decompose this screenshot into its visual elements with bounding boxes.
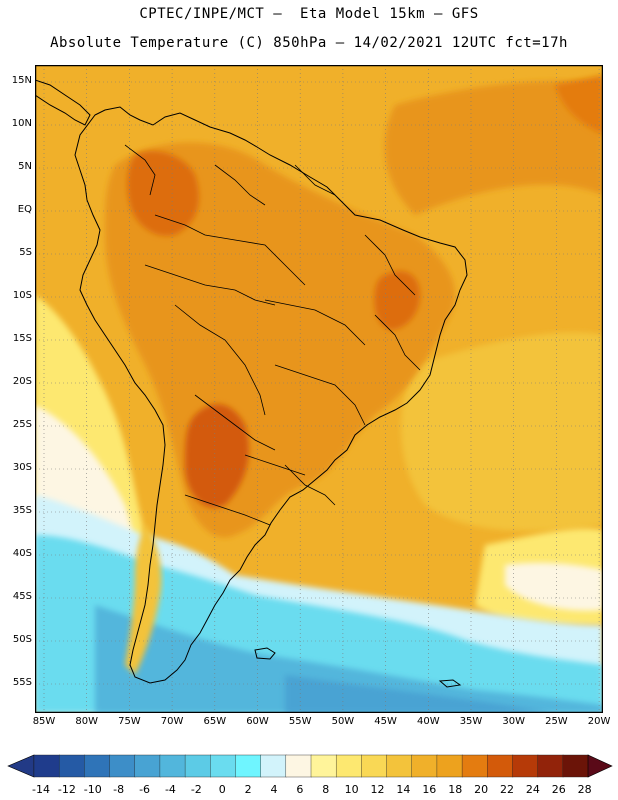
south-america-coast (74, 106, 468, 684)
lon-label: 20W (587, 716, 611, 727)
colorbar-tick-label: 4 (270, 783, 278, 796)
colorbar-left-arrow (7, 754, 35, 778)
colorbar-tick-label: -10 (83, 783, 102, 796)
colorbar-tick-label: 16 (422, 783, 437, 796)
lon-label: 30W (502, 716, 525, 727)
lat-label: 55S (12, 677, 32, 688)
field-pale-east (401, 332, 603, 531)
colorbar-swatch (487, 754, 514, 778)
colorbar-swatch (537, 754, 564, 778)
lon-label: 55W (288, 716, 312, 727)
colorbar-swatch (361, 754, 388, 778)
map-grid (35, 65, 603, 713)
field-cream-east (505, 562, 603, 611)
country-borders (124, 144, 421, 526)
colorbar-tick-label: 18 (448, 783, 463, 796)
colorbar-tick-label: 26 (551, 783, 566, 796)
colorbar-tick-label: -4 (164, 783, 176, 796)
lat-label: 10N (11, 118, 32, 129)
field-cold-south-blue (95, 605, 603, 713)
colorbar-swatch (58, 754, 86, 778)
lat-label: 25S (12, 419, 32, 430)
lat-label: 30S (12, 462, 32, 473)
colorbar-swatch (512, 754, 539, 778)
lat-label: EQ (17, 204, 32, 215)
colorbar-swatch (184, 754, 211, 778)
colorbar-swatch (386, 754, 413, 778)
colorbar-swatch (235, 754, 262, 778)
colorbar-tick-label: 24 (525, 783, 540, 796)
colorbar-swatch (210, 754, 237, 778)
colorbar-tick-label: 20 (474, 783, 489, 796)
lat-label: 5N (18, 161, 32, 172)
colorbar-swatch (134, 754, 161, 778)
lat-label: 35S (12, 505, 32, 516)
colorbar-tick-label: -14 (32, 783, 50, 796)
colorbar-swatch (84, 754, 111, 778)
lon-label: 65W (203, 716, 227, 727)
lon-label: 85W (32, 716, 56, 727)
falkland-islands (254, 647, 276, 660)
colorbar-swatch (159, 754, 186, 778)
colorbar-tick-label: 10 (344, 783, 359, 796)
colorbar-tick-label: -2 (190, 783, 202, 796)
field-land-andes-cool (125, 525, 162, 675)
colorbar-tick-label: 14 (396, 783, 411, 796)
colorbar-tick-label: -12 (57, 783, 76, 796)
lon-label: 70W (160, 716, 184, 727)
colorbar-right-arrow (587, 754, 613, 778)
field-warm-band-north (384, 81, 603, 215)
colorbar-tick-label: -8 (113, 783, 125, 796)
colorbar-tick-label: 8 (322, 783, 330, 796)
colorbar-swatch (436, 754, 463, 778)
lat-label: 15N (11, 75, 32, 86)
lon-label: 35W (459, 716, 483, 727)
colorbar (7, 754, 613, 778)
lon-label: 50W (331, 716, 355, 727)
title-line-1: CPTEC/INPE/MCT – Eta Model 15km – GFS (139, 6, 479, 22)
colorbar-swatch (109, 754, 136, 778)
colorbar-swatch (310, 754, 337, 778)
lat-label: 15S (12, 333, 32, 344)
colorbar-swatch (411, 754, 438, 778)
field-land-hot (185, 404, 249, 508)
temperature-map (35, 65, 603, 713)
lon-label: 45W (374, 716, 397, 727)
lon-label: 80W (75, 716, 98, 727)
colorbar-tick-label: 0 (218, 783, 226, 796)
colorbar-tick-label: 6 (296, 783, 304, 796)
lon-label: 60W (246, 716, 269, 727)
lon-label: 40W (416, 716, 440, 727)
lat-label: 10S (12, 290, 32, 301)
lat-label: 50S (12, 634, 32, 645)
lon-label: 75W (118, 716, 141, 727)
colorbar-tick-label: 28 (577, 783, 592, 796)
colorbar-tick-label: -6 (139, 783, 151, 796)
map-frame (35, 65, 603, 713)
field-hot-northeast (555, 75, 603, 135)
lat-label: 40S (12, 548, 32, 559)
colorbar-tick-label: 22 (499, 783, 514, 796)
colorbar-tick-label: 2 (244, 783, 252, 796)
lon-label: 25W (545, 716, 568, 727)
lat-label: 5S (19, 247, 32, 258)
field-cold-south-deep (285, 675, 555, 713)
colorbar-swatch (335, 754, 363, 778)
south-georgia (438, 679, 462, 688)
field-land-hot-north (127, 151, 199, 236)
central-america-coast (35, 79, 91, 126)
colorbar-swatch (562, 754, 589, 778)
colorbar-swatch (285, 754, 312, 778)
colorbar-swatch (260, 754, 287, 778)
coastline-icon (35, 79, 468, 688)
colorbar-swatch (461, 754, 488, 778)
colorbar-tick-label: 12 (370, 783, 385, 796)
lat-label: 45S (12, 591, 32, 602)
colorbar-swatch (33, 754, 60, 778)
title-line-2: Absolute Temperature (C) 850hPa – 14/02/… (50, 35, 568, 51)
lat-label: 20S (12, 376, 32, 387)
